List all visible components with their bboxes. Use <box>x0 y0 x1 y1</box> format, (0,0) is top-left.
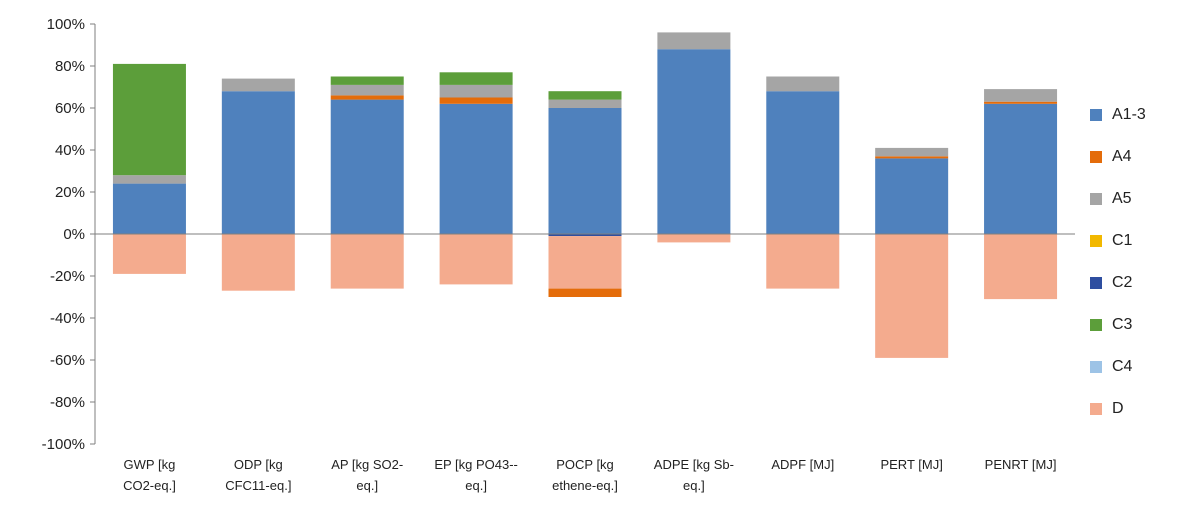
x-tick-label: ethene-eq.] <box>552 478 618 493</box>
bar-c3 <box>112 63 186 176</box>
legend-swatch <box>1090 235 1102 247</box>
bar-a4 <box>875 156 949 159</box>
bar-a1-3 <box>548 108 622 234</box>
legend-label: C4 <box>1112 358 1133 375</box>
bar-a4 <box>548 288 622 297</box>
legend-item: A1-3 <box>1090 105 1146 125</box>
y-tick-label: 20% <box>55 184 85 201</box>
bar-d <box>875 234 949 358</box>
bar-a5 <box>657 32 731 50</box>
bar-a1-3 <box>439 103 513 234</box>
legend-label: C3 <box>1112 316 1133 333</box>
bar-a1-3 <box>875 158 949 234</box>
bar-d <box>984 234 1058 300</box>
bar-a1-3 <box>330 99 404 234</box>
legend-swatch <box>1090 109 1102 121</box>
legend-item: A5 <box>1090 189 1132 209</box>
x-tick-label: AP [kg SO2- <box>331 457 403 472</box>
legend-item: C1 <box>1090 231 1132 251</box>
y-tick-label: 60% <box>55 100 85 117</box>
x-tick-label: ADPF [MJ] <box>771 457 834 472</box>
legend-swatch <box>1090 403 1102 415</box>
legend-label: C1 <box>1112 232 1133 249</box>
y-tick-label: 100% <box>47 16 85 33</box>
x-tick-label: POCP [kg <box>556 457 614 472</box>
legend-item: D <box>1090 399 1124 419</box>
legend-swatch <box>1090 151 1102 163</box>
bar-a5 <box>330 84 404 96</box>
x-tick-label: PERT [MJ] <box>880 457 942 472</box>
y-tick-label: 0% <box>63 226 85 243</box>
legend: A1-3 A4 A5 C1 C2 C3 C4 D <box>1090 0 1185 503</box>
x-tick-label: GWP [kg <box>124 457 176 472</box>
bar-a1-3 <box>221 91 295 234</box>
legend-label: D <box>1112 400 1124 417</box>
bar-c3 <box>439 72 513 85</box>
bar-a5 <box>548 99 622 108</box>
bar-a1-3 <box>766 91 840 234</box>
legend-label: A4 <box>1112 148 1132 165</box>
x-tick-label: ODP [kg <box>234 457 283 472</box>
bar-d <box>330 234 404 289</box>
legend-swatch <box>1090 361 1102 373</box>
bar-d <box>439 234 513 285</box>
legend-swatch <box>1090 193 1102 205</box>
legend-item: C2 <box>1090 273 1132 293</box>
x-tick-label: eq.] <box>465 478 487 493</box>
x-tick-label: PENRT [MJ] <box>985 457 1057 472</box>
bar-a5 <box>766 76 840 92</box>
legend-swatch <box>1090 319 1102 331</box>
bar-a5 <box>984 89 1058 102</box>
bar-a5 <box>875 147 949 157</box>
y-tick-label: 40% <box>55 142 85 159</box>
x-tick-label: eq.] <box>683 478 705 493</box>
bar-a4 <box>439 97 513 104</box>
x-tick-label: EP [kg PO43-- <box>434 457 518 472</box>
x-tick-label: CFC11-eq.] <box>225 478 291 493</box>
y-tick-label: -20% <box>50 268 85 285</box>
y-tick-label: 80% <box>55 58 85 75</box>
bar-c3 <box>548 91 622 100</box>
bar-a1-3 <box>984 103 1058 234</box>
legend-label: A5 <box>1112 190 1132 207</box>
y-tick-label: -40% <box>50 310 85 327</box>
legend-label: C2 <box>1112 274 1133 291</box>
y-tick-label: -80% <box>50 394 85 411</box>
bar-d <box>112 234 186 274</box>
bar-a4 <box>984 101 1058 104</box>
y-tick-label: -100% <box>42 436 85 453</box>
legend-label: A1-3 <box>1112 106 1146 123</box>
legend-swatch <box>1090 277 1102 289</box>
legend-item: C4 <box>1090 357 1132 377</box>
bar-a5 <box>112 175 186 184</box>
bar-a5 <box>439 84 513 98</box>
bar-a5 <box>221 78 295 92</box>
bar-c2 <box>548 234 622 237</box>
bar-a4 <box>330 95 404 100</box>
bar-d <box>221 234 295 291</box>
x-tick-label: ADPE [kg Sb- <box>654 457 734 472</box>
bar-d <box>657 234 731 243</box>
bar-a1-3 <box>657 49 731 235</box>
bar-c3 <box>330 76 404 85</box>
bar-d <box>766 234 840 289</box>
y-tick-label: -60% <box>50 352 85 369</box>
bar-a1-3 <box>112 183 186 234</box>
x-tick-label: CO2-eq.] <box>123 478 176 493</box>
bar-d <box>548 236 622 289</box>
x-tick-label: eq.] <box>356 478 378 493</box>
legend-item: A4 <box>1090 147 1132 167</box>
legend-item: C3 <box>1090 315 1132 335</box>
